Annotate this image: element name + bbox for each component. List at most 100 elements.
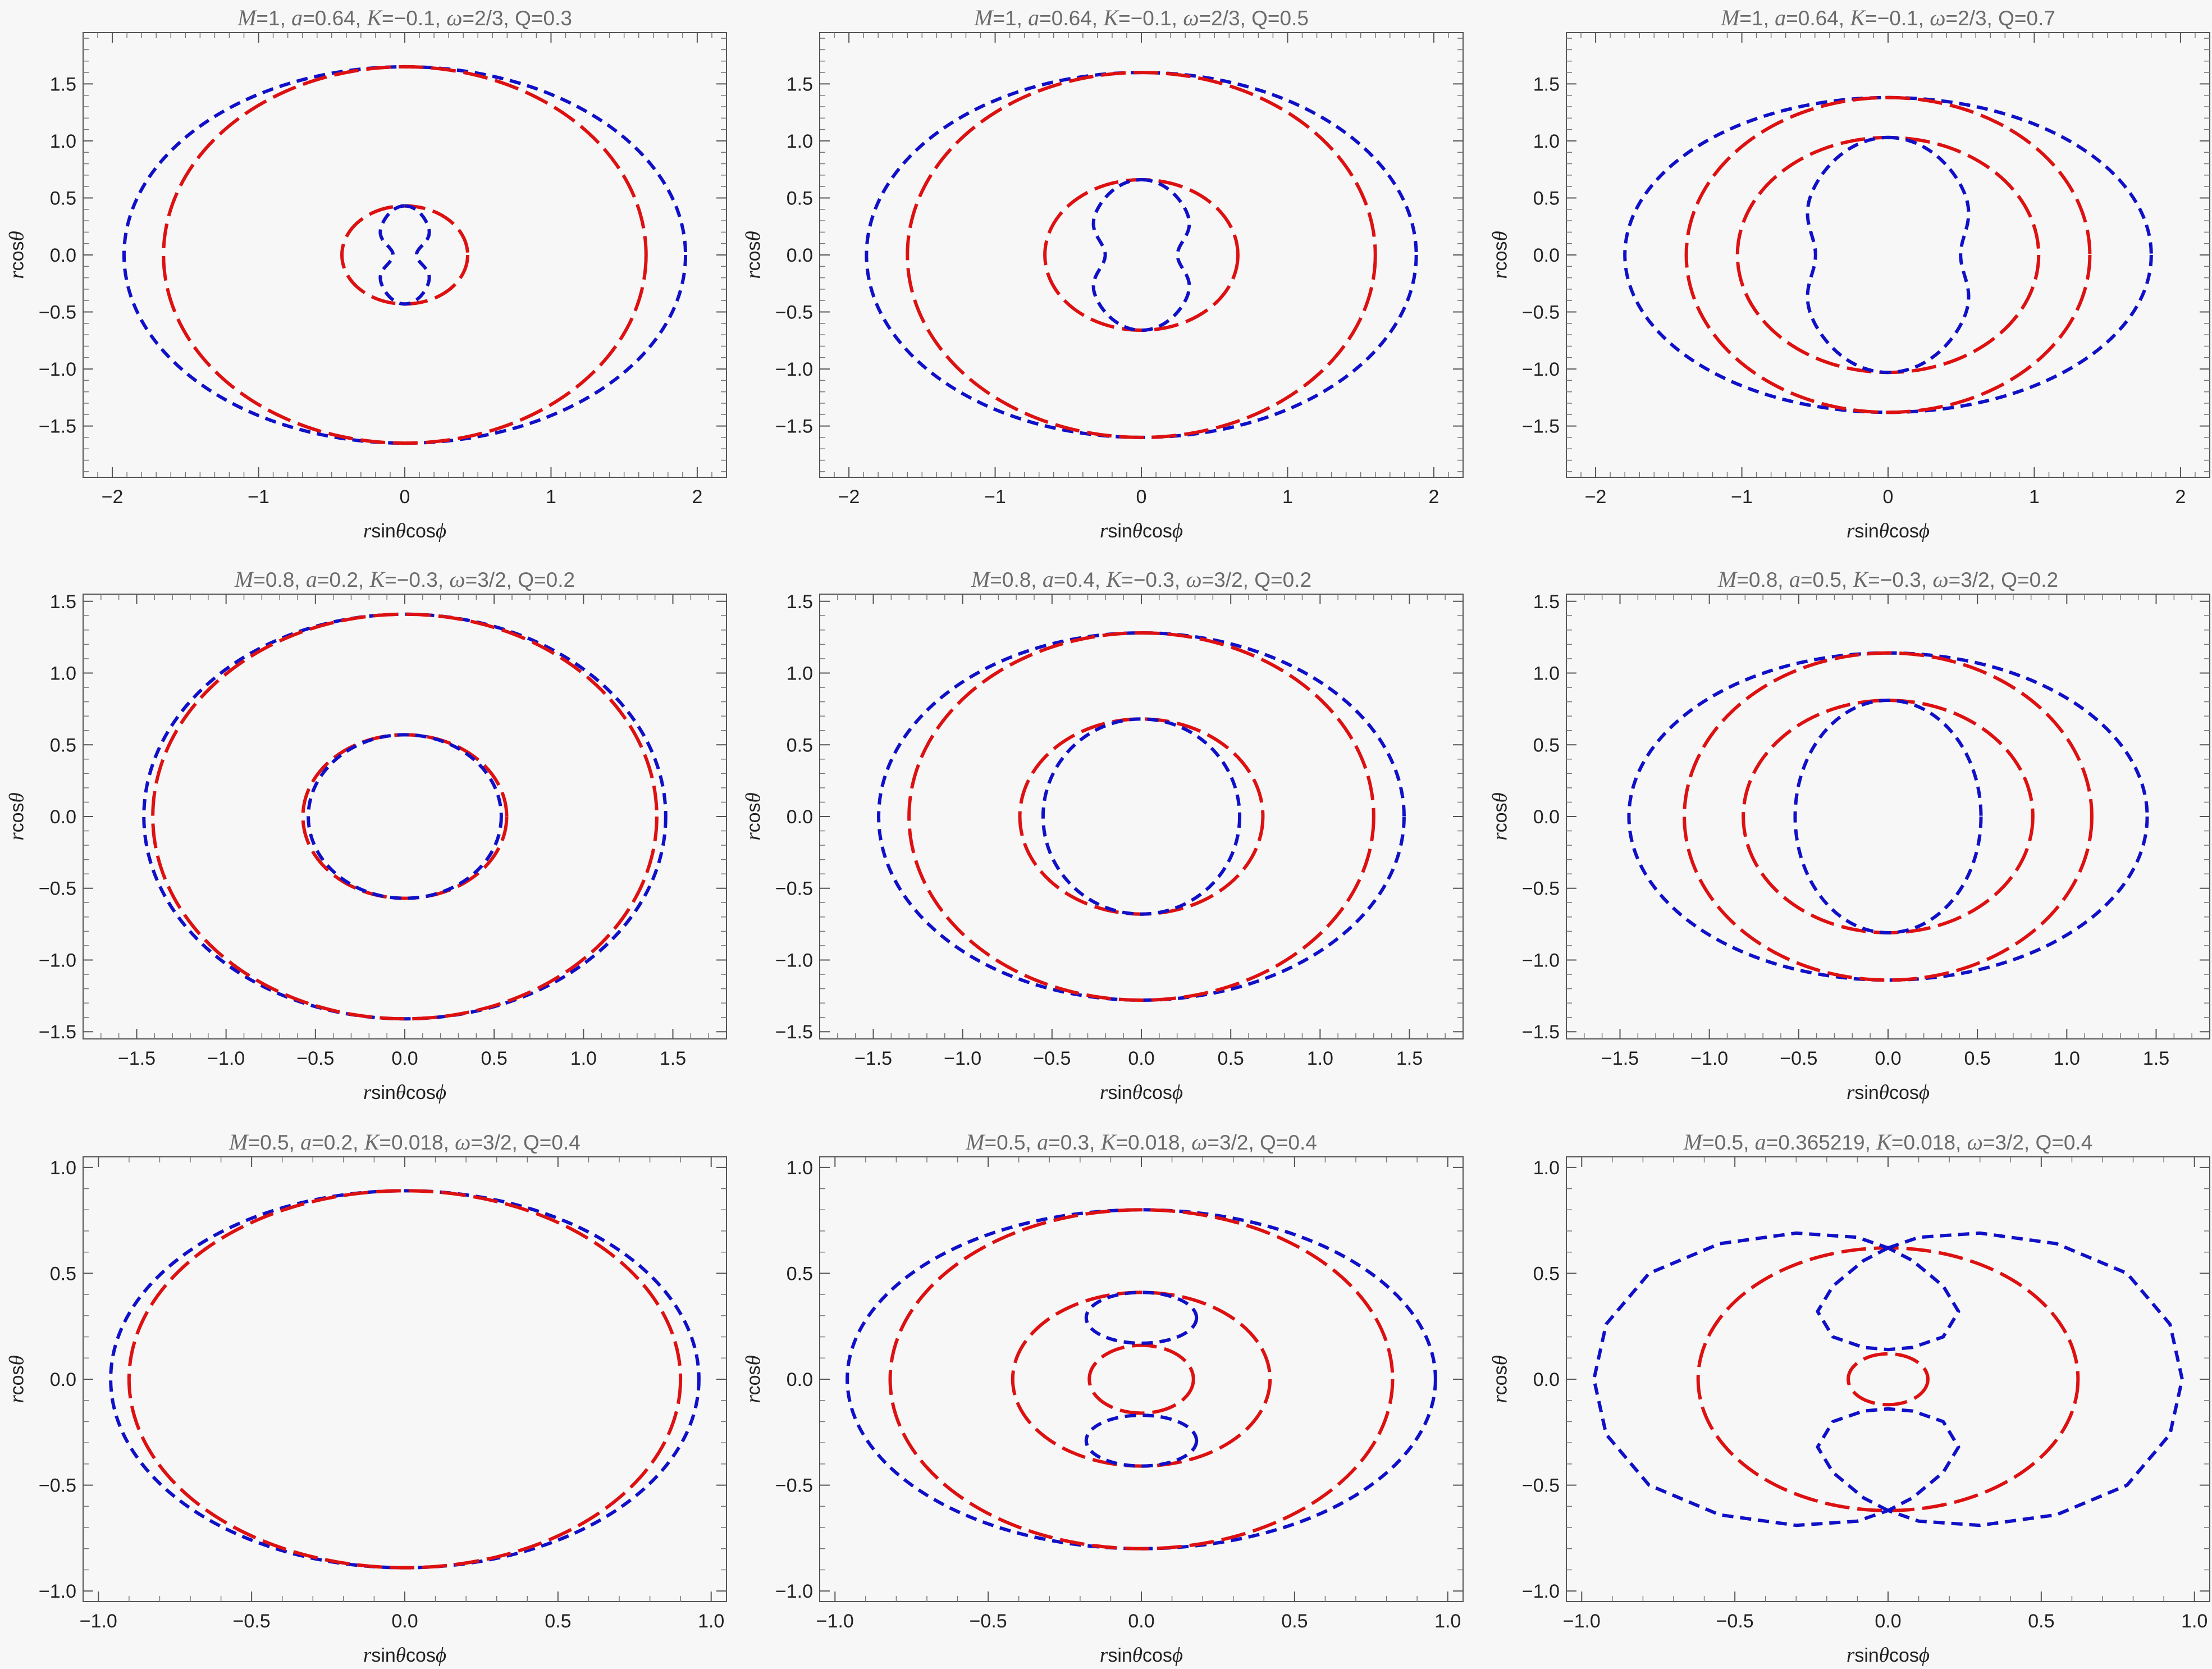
y-tick-label: 1.0: [787, 1157, 813, 1179]
title-parameter-value: =0.018,: [379, 1131, 455, 1154]
red-long-dashed-curve: [1683, 651, 2094, 982]
title-parameter-value: =0.2,: [312, 1131, 364, 1154]
blue-dashed-curve: [1592, 1231, 2184, 1527]
x-tick-label: 1.0: [1307, 1048, 1333, 1069]
x-tick-label: 0.5: [1964, 1048, 1991, 1069]
y-tick-label: 0.5: [787, 735, 813, 756]
title-parameter-value: =0.4: [1276, 1131, 1317, 1154]
x-axis-label: rsinθcosϕ: [1846, 519, 1930, 542]
y-tick-label: 1.0: [50, 1157, 76, 1179]
x-tick-label: 0.5: [545, 1611, 571, 1632]
title-parameter-value: =2/3,: [462, 7, 515, 30]
title-parameter-value: =−0.3,: [1121, 568, 1186, 591]
title-parameter-value: =0.8,: [990, 568, 1043, 591]
x-axis-label: rsinθcosϕ: [1099, 1644, 1183, 1667]
red-long-dashed-curve: [906, 71, 1377, 439]
title-parameter-value: =1,: [256, 7, 292, 30]
title-parameter-value: =−0.3,: [385, 568, 450, 591]
title-parameter-value: =0.4: [539, 1131, 581, 1154]
x-axis-label: rsinθcosϕ: [1846, 1644, 1930, 1667]
title-parameter-value: =0.5,: [984, 1131, 1038, 1154]
x-axis-label: rsinθcosϕ: [363, 1644, 447, 1667]
chart-title: M=1, a=0.64, K=−0.1, ω=2/3, Q=0.5: [974, 5, 1309, 30]
y-tick-label: 0.5: [1533, 1263, 1560, 1284]
plot-frame: [1566, 1156, 2210, 1602]
y-tick-label: 1.0: [1533, 663, 1560, 685]
y-tick-label: 0.5: [50, 188, 76, 209]
blue-dashed-curve: [1084, 1413, 1199, 1468]
x-tick-label: −1.5: [1601, 1048, 1639, 1069]
title-parameter-value: =−0.1,: [382, 7, 447, 30]
title-parameter-value: =0.5,: [1702, 1131, 1755, 1154]
y-tick-label: 0.0: [50, 1369, 76, 1390]
chart-title: M=0.5, a=0.2, K=0.018, ω=3/2, Q=0.4: [229, 1129, 581, 1155]
x-tick-label: 2: [2175, 486, 2186, 508]
y-tick-label: 0.5: [50, 1263, 76, 1284]
red-long-dashed-curve: [162, 65, 648, 445]
y-tick-label: 1.5: [50, 74, 76, 95]
x-tick-label: −0.5: [233, 1611, 271, 1632]
y-tick-label: 1.0: [50, 663, 76, 685]
red-long-dashed-curve: [1696, 1246, 2080, 1512]
x-tick-label: 0.5: [1281, 1611, 1308, 1632]
title-parameter-value: =0.5,: [248, 1131, 301, 1154]
x-tick-label: 0.0: [391, 1048, 418, 1069]
title-parameter-value: =2/3,: [1199, 7, 1252, 30]
chart-title: M=0.8, a=0.5, K=−0.3, ω=3/2, Q=0.2: [1717, 567, 2059, 592]
title-parameter-value: =0.5: [1267, 7, 1309, 30]
title-parameter-value: =0.2: [2017, 568, 2059, 591]
chart-title: M=1, a=0.64, K=−0.1, ω=2/3, Q=0.7: [1721, 5, 2055, 30]
x-tick-label: 1.5: [660, 1048, 686, 1069]
x-tick-label: 0.0: [1128, 1611, 1154, 1632]
blue-dashed-curve: [1084, 1290, 1199, 1345]
y-tick-label: 0.0: [50, 806, 76, 828]
x-tick-label: −1: [984, 486, 1006, 508]
blue-dashed-curve: [1806, 135, 1971, 375]
blue-dashed-curve: [1816, 1246, 1960, 1352]
chart-title: M=0.5, a=0.365219, K=0.018, ω=3/2, Q=0.4: [1683, 1129, 2093, 1155]
title-parameter-value: =0.018,: [1116, 1131, 1192, 1154]
title-parameter-value: =0.2: [1270, 568, 1312, 591]
x-tick-label: 0.0: [1875, 1611, 1901, 1632]
y-tick-label: −1.5: [775, 416, 813, 437]
title-parameter-value: =1,: [1739, 7, 1775, 30]
x-tick-label: 0.5: [481, 1048, 508, 1069]
title-parameter-value: =0.64,: [303, 7, 367, 30]
title-parameter-value: =3/2,: [1982, 1131, 2036, 1154]
y-tick-label: −1.0: [775, 359, 813, 380]
title-parameter-value: =0.7: [2014, 7, 2055, 30]
y-tick-label: 0.5: [1533, 188, 1560, 209]
title-parameter-value: =0.018,: [1891, 1131, 1967, 1154]
y-tick-label: −1.0: [1522, 359, 1560, 380]
red-long-dashed-curve: [888, 1208, 1395, 1551]
title-parameter-value: =1,: [993, 7, 1029, 30]
x-axis-label: rsinθcosϕ: [1846, 1081, 1930, 1104]
title-parameter-value: =0.64,: [1039, 7, 1104, 30]
y-tick-label: 1.0: [787, 131, 813, 152]
y-tick-label: 1.0: [50, 131, 76, 152]
title-parameter-value: =0.3,: [1048, 1131, 1101, 1154]
x-tick-label: −0.5: [1716, 1611, 1754, 1632]
y-axis-label: rcosθ: [1488, 1355, 1512, 1403]
x-tick-label: −1: [1731, 486, 1753, 508]
y-tick-label: −0.5: [39, 878, 76, 900]
x-tick-label: 1.5: [2143, 1048, 2169, 1069]
blue-dashed-curve: [846, 1208, 1437, 1551]
y-tick-label: 1.0: [1533, 131, 1560, 152]
y-tick-label: 1.5: [787, 74, 813, 95]
x-axis-label: rsinθcosϕ: [1099, 519, 1183, 542]
y-tick-label: −1.5: [775, 1022, 813, 1043]
chart-title: M=0.8, a=0.2, K=−0.3, ω=3/2, Q=0.2: [234, 567, 575, 592]
x-tick-label: −0.5: [1780, 1048, 1817, 1069]
x-tick-label: 1.0: [2054, 1048, 2080, 1069]
y-tick-label: 0.0: [787, 245, 813, 266]
y-tick-label: 0.5: [787, 188, 813, 209]
x-tick-label: 1.0: [1434, 1611, 1461, 1632]
title-parameter-value: =0.64,: [1786, 7, 1850, 30]
title-parameter-value: =3/2,: [470, 1131, 524, 1154]
